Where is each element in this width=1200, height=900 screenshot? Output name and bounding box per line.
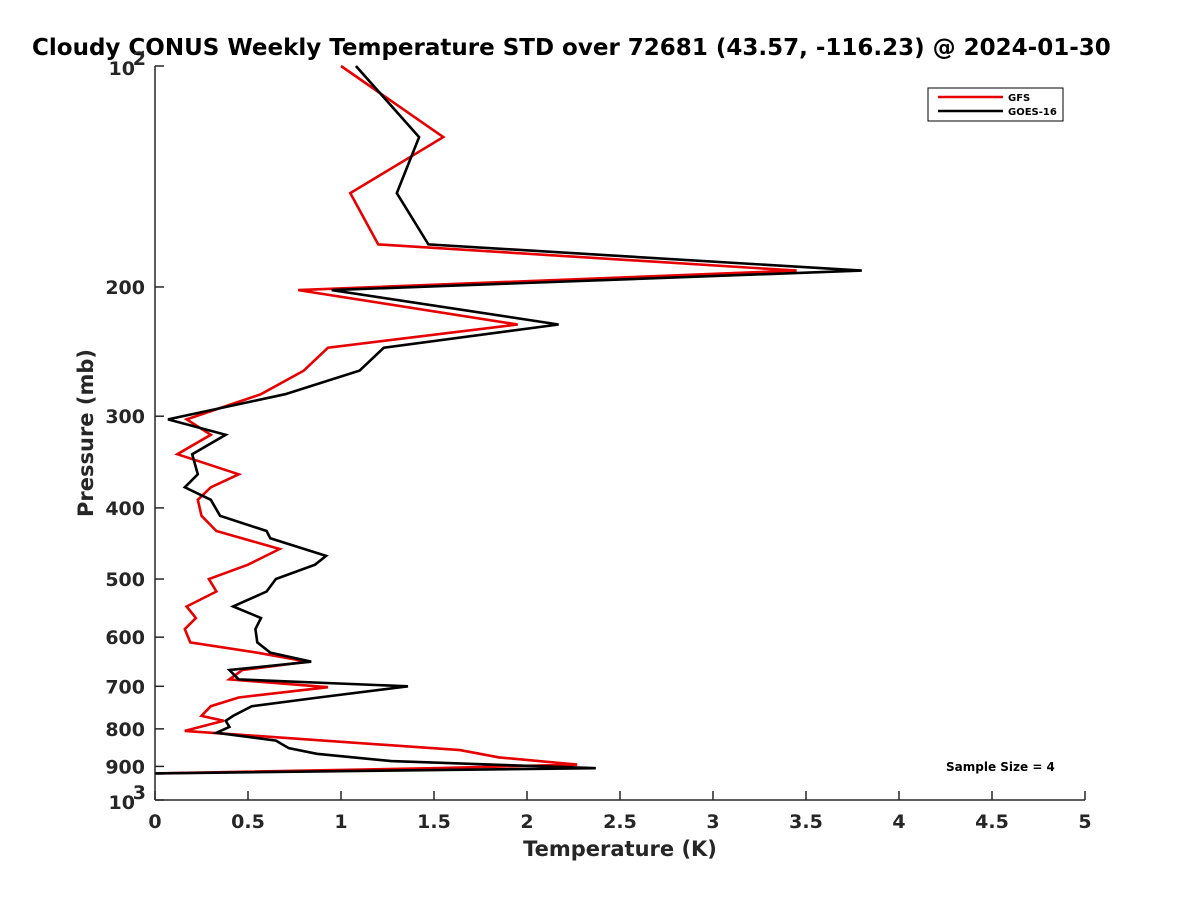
x-tick-label: 4 [892,811,905,833]
y-tick-label: 10 [109,58,135,80]
x-axis-label: Temperature (K) [523,837,717,861]
series-layer [154,64,862,775]
legend-label: GFS [1008,93,1030,104]
x-tick-label: 1 [334,811,347,833]
sample-size-annotation: Sample Size = 4 [946,760,1055,774]
y-tick-label: 500 [105,569,145,591]
y-tick-label: 800 [105,719,145,741]
y-tick-label: 600 [105,627,145,649]
y-tick-exponent: 2 [133,48,146,70]
x-tick-label: 5 [1078,811,1091,833]
x-tick-label: 2 [520,811,533,833]
legend-label: GOES-16 [1008,107,1057,118]
legend-box [927,87,1064,122]
y-tick-label: 900 [105,756,145,778]
x-tick-label: 3.5 [789,811,823,833]
y-tick-label: 10 [109,792,135,814]
series-line-goes-16 [154,65,862,775]
series-line-gfs [154,64,797,775]
x-tick-label: 4.5 [975,811,1009,833]
x-ticks: 0 0.5 1 1.5 2 2.5 3 3.5 4 4.5 5 [148,791,1092,833]
y-tick-label: 400 [105,498,145,520]
x-tick-label: 3 [706,811,719,833]
y-axis-label: Pressure (mb) [74,349,98,517]
y-tick-label: 300 [105,406,145,428]
x-tick-label: 0.5 [231,811,265,833]
y-tick-exponent: 3 [133,782,146,804]
y-tick-label: 700 [105,676,145,698]
x-tick-label: 1.5 [417,811,451,833]
x-tick-label: 0 [148,811,161,833]
legend: GFS GOES-16 [927,87,1064,122]
y-tick-label: 200 [105,277,145,299]
chart-title: Cloudy CONUS Weekly Temperature STD over… [32,35,1111,61]
x-tick-label: 2.5 [603,811,637,833]
